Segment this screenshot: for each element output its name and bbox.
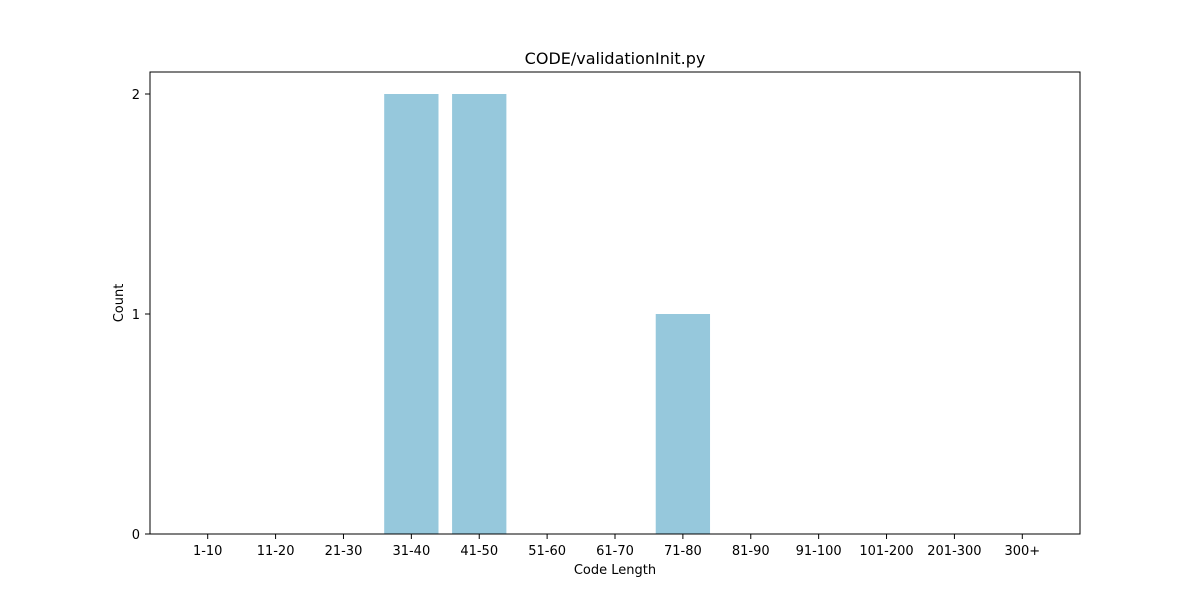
x-tick-label: 1-10 xyxy=(193,544,223,559)
x-tick-label: 101-200 xyxy=(859,544,913,559)
x-axis-label: Code Length xyxy=(574,563,656,578)
y-axis-ticks: 0 1 2 xyxy=(132,88,150,543)
y-axis-label: Count xyxy=(112,284,127,323)
x-axis-ticks: 1-10 11-20 21-30 31-40 41-50 51-60 61-70 71-80 8… xyxy=(193,534,1040,559)
y-tick-label: 1 xyxy=(132,308,140,323)
plot-frame xyxy=(149,71,1081,535)
bar-41-50 xyxy=(452,94,507,534)
y-tick-label: 0 xyxy=(132,528,140,543)
x-tick-label: 91-100 xyxy=(796,544,842,559)
x-tick-label: 11-20 xyxy=(257,544,295,559)
chart-title: CODE/validationInit.py xyxy=(525,49,706,68)
x-tick-label: 71-80 xyxy=(664,544,702,559)
x-tick-label: 21-30 xyxy=(325,544,363,559)
x-tick-label: 61-70 xyxy=(596,544,634,559)
bar-31-40 xyxy=(384,94,439,534)
bars-group xyxy=(384,94,711,534)
x-tick-label: 31-40 xyxy=(392,544,430,559)
y-tick-label: 2 xyxy=(132,88,140,103)
x-tick-label: 81-90 xyxy=(732,544,770,559)
x-tick-label: 300+ xyxy=(1004,544,1040,559)
bar-71-80 xyxy=(655,314,711,534)
x-tick-label: 41-50 xyxy=(460,544,498,559)
x-tick-label: 51-60 xyxy=(528,544,566,559)
x-tick-label: 201-300 xyxy=(927,544,981,559)
